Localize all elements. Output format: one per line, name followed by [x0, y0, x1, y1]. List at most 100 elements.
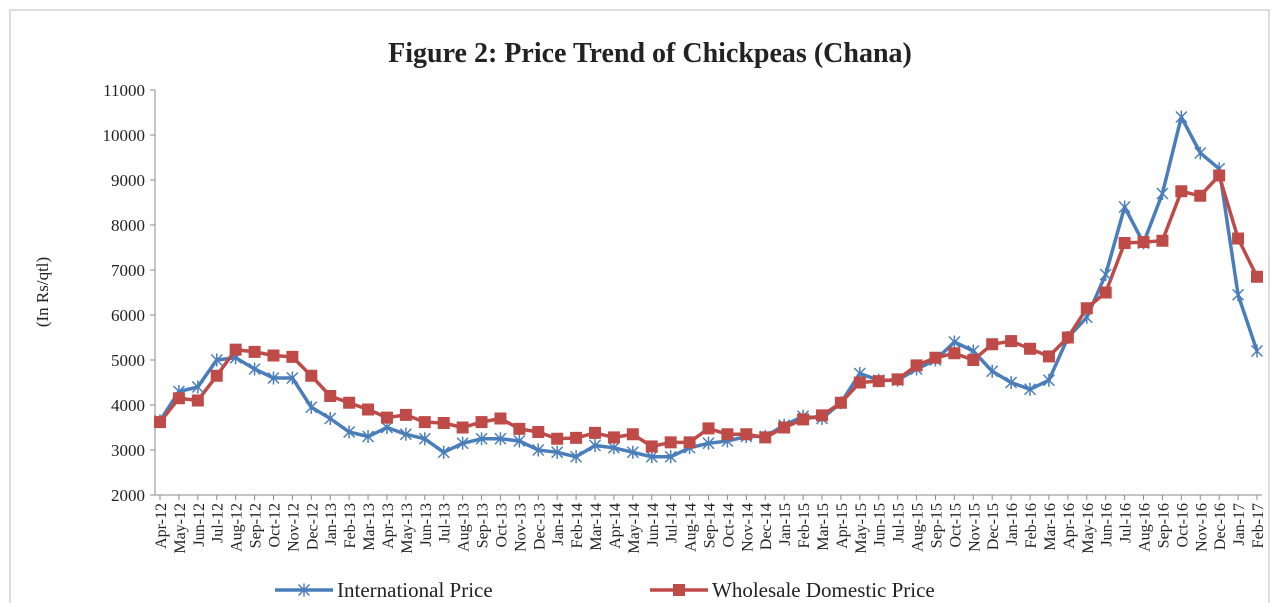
y-tick-label: 7000 [111, 261, 145, 280]
data-point [418, 432, 431, 446]
data-point [1118, 200, 1131, 214]
x-tick-label: Jul-16 [1118, 503, 1135, 543]
x-tick-label: Dec-15 [985, 503, 1002, 550]
y-tick-label: 5000 [111, 351, 145, 370]
legend-item: International Price [275, 578, 493, 602]
x-tick-label: Oct-12 [266, 503, 283, 547]
y-tick-label: 2000 [111, 486, 145, 505]
data-point [229, 343, 242, 356]
x-tick-label: Jan-17 [1231, 503, 1248, 546]
data-point [645, 450, 658, 464]
x-tick-label: Jan-15 [777, 503, 794, 546]
x-tick-label: Mar-14 [588, 503, 605, 551]
x-tick-label: Dec-16 [1212, 503, 1229, 550]
data-point [626, 445, 639, 459]
data-point [589, 426, 602, 439]
data-point [570, 450, 583, 464]
y-tick-label: 6000 [111, 306, 145, 325]
x-tick-label: Mar-16 [1042, 503, 1059, 551]
data-point [305, 369, 318, 382]
data-point [797, 413, 810, 426]
data-point [1099, 286, 1112, 299]
data-point [286, 350, 299, 363]
x-tick-label: Oct-16 [1174, 503, 1191, 547]
data-point [721, 428, 734, 441]
x-tick-label: Aug-14 [683, 503, 700, 552]
data-point [513, 422, 526, 435]
data-point [1118, 237, 1131, 249]
x-tick-label: Aug-15 [910, 503, 927, 552]
data-point [210, 353, 223, 367]
x-tick-label: Jul-14 [664, 503, 681, 543]
x-tick-label: Apr-12 [153, 503, 170, 549]
data-point [1213, 169, 1226, 182]
data-point [702, 422, 715, 435]
x-tick-label: Aug-12 [229, 503, 246, 552]
x-tick-label: Jun-16 [1099, 503, 1116, 547]
x-tick-label: Mar-15 [815, 503, 832, 551]
data-point [362, 403, 375, 416]
data-point [1137, 236, 1150, 249]
y-tick-label: 11000 [103, 81, 145, 100]
data-point [986, 364, 999, 378]
data-point [1080, 302, 1093, 315]
x-tick-label: Feb-14 [569, 503, 586, 548]
data-point [1251, 270, 1263, 283]
x-tick-label: Apr-16 [1061, 503, 1078, 549]
data-point [910, 359, 923, 372]
data-point [1099, 268, 1112, 281]
x-tick-label: Jun-13 [418, 503, 435, 547]
data-point [1232, 232, 1245, 245]
data-point [494, 412, 507, 425]
x-tick-label: Apr-14 [607, 503, 624, 549]
data-point [210, 369, 223, 382]
data-point [172, 392, 185, 405]
data-point [380, 411, 393, 424]
x-tick-label: Jun-12 [191, 503, 208, 547]
data-point [1023, 382, 1037, 396]
data-point [1250, 344, 1264, 358]
data-point [664, 436, 677, 449]
data-point [1005, 335, 1018, 348]
data-point [456, 421, 469, 434]
data-point [645, 440, 658, 453]
data-point [948, 347, 961, 360]
data-point [343, 396, 356, 409]
data-point [191, 380, 204, 394]
data-point [551, 432, 564, 445]
data-point [1232, 288, 1245, 302]
y-axis-label: (In Rs/qtl) [33, 257, 52, 327]
x-tick-label: Aug-16 [1137, 503, 1154, 552]
data-point [1024, 342, 1037, 355]
data-point [872, 375, 885, 388]
data-point [248, 362, 261, 376]
x-tick-label: Oct-15 [947, 503, 964, 547]
y-tick-label: 3000 [111, 441, 145, 460]
x-tick-label: Jul-12 [210, 503, 227, 543]
data-point [513, 434, 526, 448]
data-point [437, 417, 450, 429]
x-tick-label: Sep-15 [928, 503, 945, 548]
x-tick-label: May-14 [626, 503, 643, 554]
data-point [399, 427, 412, 441]
data-point [740, 428, 753, 441]
x-tick-label: Jan-13 [323, 503, 340, 546]
data-point [494, 432, 507, 446]
data-point [248, 345, 261, 358]
legend-label: International Price [337, 578, 493, 602]
data-point [967, 354, 980, 366]
x-tick-label: Dec-12 [304, 503, 321, 550]
legend-marker [673, 584, 685, 596]
x-tick-label: May-15 [853, 503, 870, 554]
data-point [551, 445, 564, 459]
data-point [702, 436, 715, 450]
x-tick-label: Nov-14 [739, 503, 756, 552]
y-tick-label: 4000 [111, 396, 145, 415]
data-point [1175, 110, 1188, 124]
data-point [475, 432, 488, 446]
x-tick-label: Jan-16 [1004, 503, 1021, 546]
x-tick-label: Sep-16 [1155, 503, 1172, 548]
x-tick-label: Jul-13 [437, 503, 454, 543]
data-point [154, 416, 166, 429]
data-point [891, 373, 904, 386]
